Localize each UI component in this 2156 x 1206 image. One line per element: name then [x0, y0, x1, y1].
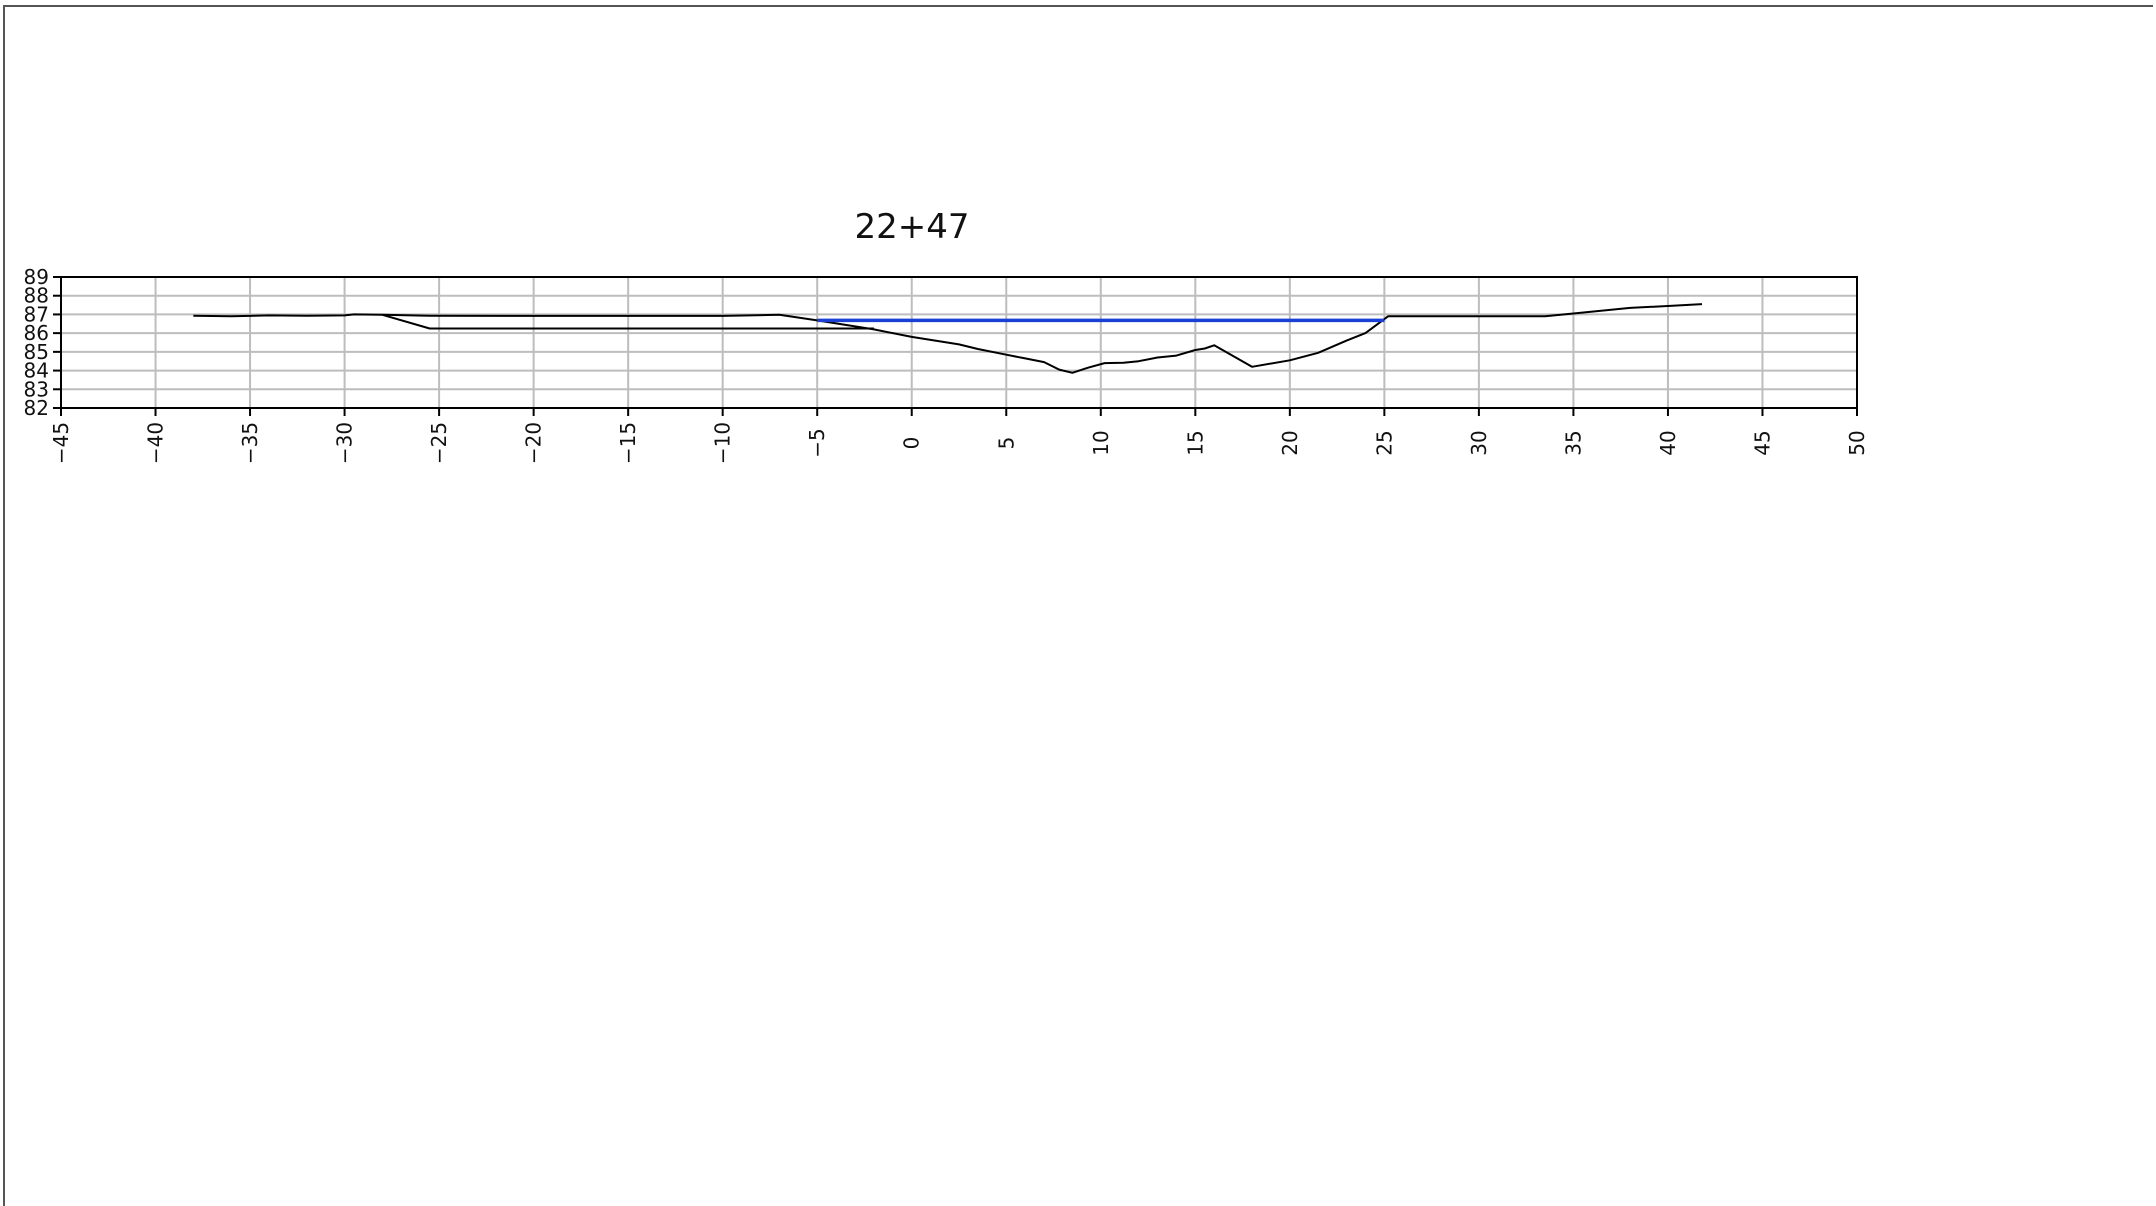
tick-labels: −45 −40 −35 −30 −25 −20 −15 −10 −5 0 5 10 15 20 25 30 35… — [24, 265, 1869, 464]
x-tick-label: 35 — [1561, 430, 1585, 455]
x-tick-label: 50 — [1845, 430, 1869, 455]
x-tick-label: −45 — [49, 422, 73, 464]
window-frame — [3, 5, 2153, 1206]
x-tick-label: 40 — [1656, 430, 1680, 455]
y-tick-label: 89 — [24, 265, 49, 289]
x-tick-label: 0 — [900, 437, 924, 450]
x-tick-label: 20 — [1278, 430, 1302, 455]
plot-frame — [60, 276, 1858, 409]
y-tick-label: 88 — [24, 284, 49, 308]
series-layer — [193, 303, 1703, 374]
x-tick-label: −5 — [805, 428, 829, 457]
chart-title: 22+47 — [854, 207, 969, 247]
x-tick-label: 25 — [1372, 430, 1396, 455]
axes — [53, 276, 1858, 416]
y-tick-label: 82 — [24, 396, 49, 420]
x-tick-label: −30 — [333, 422, 357, 464]
y-tick-label: 83 — [24, 377, 49, 401]
x-tick-label: 10 — [1089, 430, 1113, 455]
x-tick-label: −20 — [522, 422, 546, 464]
x-tick-label: 45 — [1750, 430, 1774, 455]
y-tick-label: 86 — [24, 321, 49, 345]
grid-lines — [60, 276, 1858, 409]
x-tick-label: −40 — [144, 422, 168, 464]
x-tick-label: 30 — [1467, 430, 1491, 455]
x-tick-label: −35 — [238, 422, 262, 464]
series-line-ground — [193, 303, 1703, 374]
x-tick-label: −10 — [711, 422, 735, 464]
x-tick-label: 15 — [1183, 430, 1207, 455]
x-tick-label: −15 — [616, 422, 640, 464]
x-tick-label: −25 — [427, 422, 451, 464]
y-tick-label: 87 — [24, 302, 49, 326]
series-line-template — [382, 313, 874, 330]
y-tick-label: 85 — [24, 340, 49, 364]
y-tick-label: 84 — [24, 359, 49, 383]
x-tick-label: 5 — [994, 437, 1018, 450]
